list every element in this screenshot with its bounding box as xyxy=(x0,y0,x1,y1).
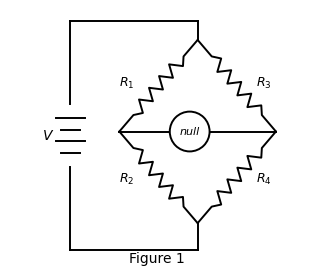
Text: null: null xyxy=(180,127,200,137)
Text: $R_2$: $R_2$ xyxy=(119,172,134,187)
Text: $R_3$: $R_3$ xyxy=(256,76,272,91)
Circle shape xyxy=(170,112,210,151)
Text: $R_1$: $R_1$ xyxy=(119,76,134,91)
Text: $R_4$: $R_4$ xyxy=(256,172,272,187)
Text: $V$: $V$ xyxy=(42,128,54,143)
Text: Figure 1: Figure 1 xyxy=(129,251,184,266)
